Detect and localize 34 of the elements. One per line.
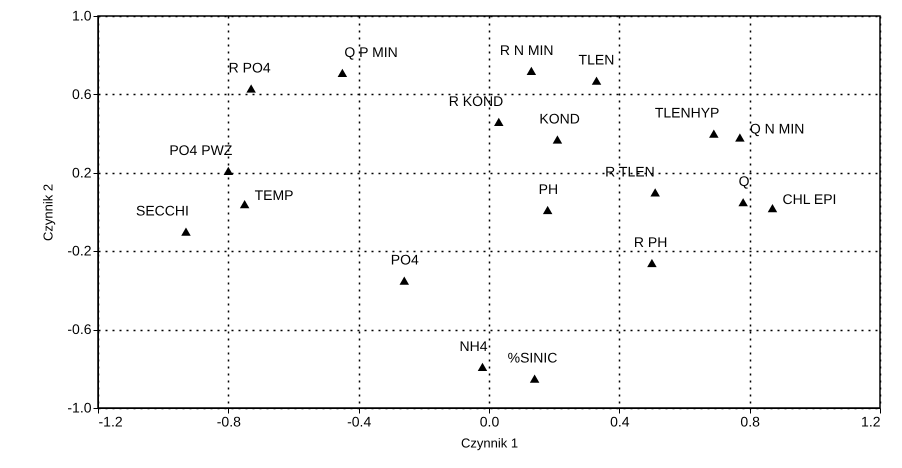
x-tick-label: -0.4	[347, 414, 372, 430]
series-label: Q	[738, 173, 750, 190]
series-label: Q N MIN	[750, 120, 804, 137]
series-label: TLEN	[578, 52, 614, 68]
y-tick-label: 0.6	[72, 86, 92, 102]
x-tick-label: 0.4	[610, 414, 630, 430]
y-tick-label: 0.2	[72, 164, 92, 180]
y-tick-label: -0.6	[67, 321, 92, 338]
series-label: CHL EPI	[782, 191, 836, 208]
series-label: R PH	[634, 234, 668, 250]
series-label: SECCHI	[136, 202, 189, 219]
x-tick-label: 0.0	[480, 414, 500, 430]
series-label: R TLEN	[605, 163, 655, 180]
y-tick-label: 1.0	[72, 8, 92, 24]
series-label: NH4	[459, 338, 488, 354]
series-label: PH	[538, 181, 558, 198]
x-tick-label: -0.8	[216, 414, 242, 430]
x-tick-label: 1.2	[861, 414, 881, 430]
y-tick-label: -1.0	[67, 400, 92, 416]
series-label: R KOND	[448, 92, 504, 109]
x-tick-label: 0.8	[740, 414, 760, 430]
series-label: R PO4	[228, 60, 271, 76]
series-label: KOND	[539, 110, 580, 126]
series-label: TLENHYP	[654, 104, 720, 121]
x-tick-label: -1.2	[98, 414, 123, 430]
series-label: R N MIN	[500, 42, 554, 58]
series-label: PO4	[390, 252, 420, 268]
series-label: %SINIC	[508, 350, 558, 366]
series-label: PO4 PWZ	[169, 142, 233, 158]
x-axis-title: Czynnik 1	[460, 436, 518, 450]
y-tick-label: -0.2	[67, 242, 92, 259]
series-label: TEMP	[254, 187, 294, 204]
series-label: Q P MIN	[344, 44, 398, 60]
y-axis-title: Czynnik 2	[40, 184, 56, 242]
